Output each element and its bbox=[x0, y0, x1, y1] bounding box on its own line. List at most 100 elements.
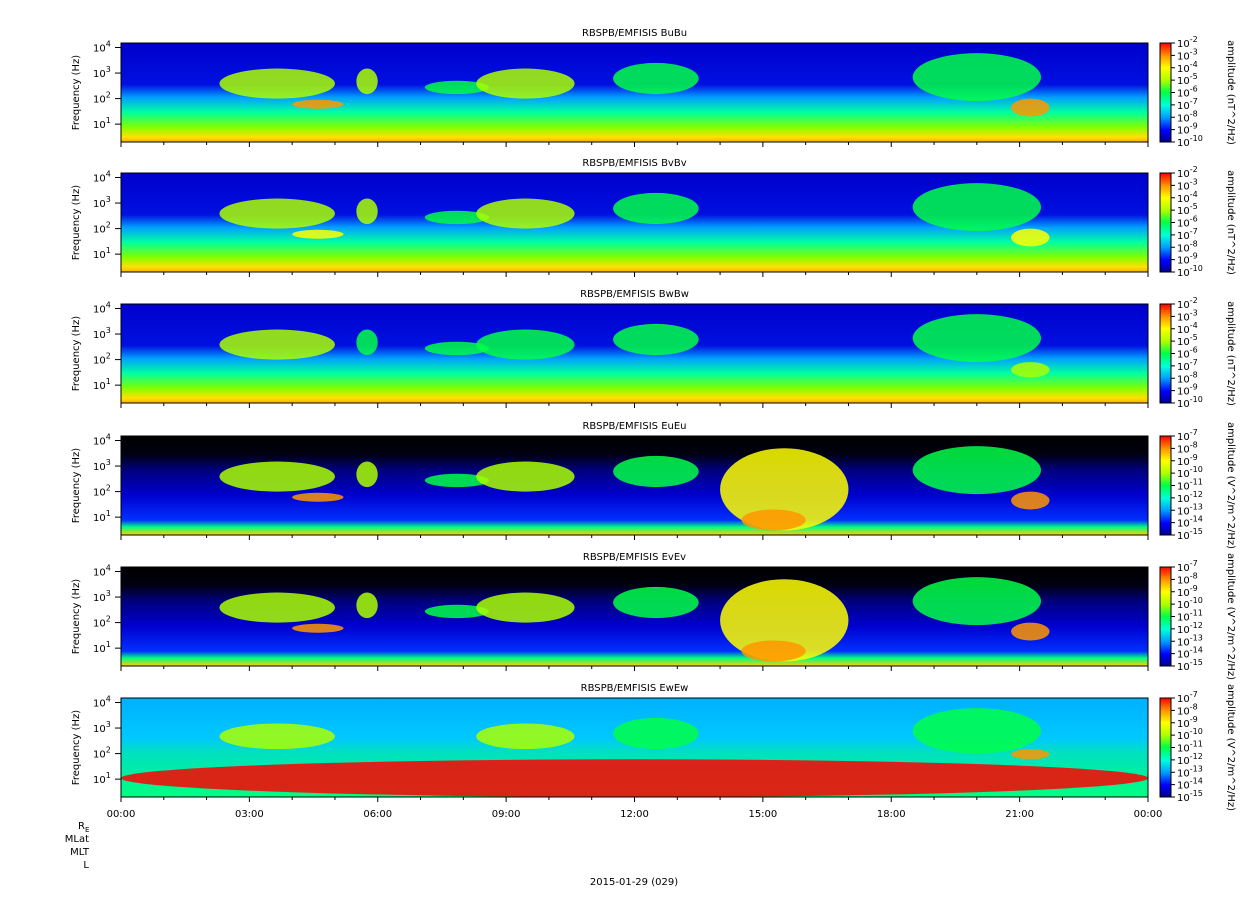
y-tick-label: 101 bbox=[93, 116, 111, 131]
spectral-feature bbox=[912, 183, 1042, 232]
spectral-feature bbox=[476, 329, 575, 360]
spectral-feature bbox=[613, 455, 699, 488]
spectral-feature bbox=[1011, 491, 1050, 510]
panel-title: RBSPB/EMFISIS EwEw bbox=[581, 683, 689, 694]
colorbar bbox=[1159, 566, 1172, 667]
x-tick-label: 12:00 bbox=[620, 809, 649, 820]
y-axis-label: Frequency (Hz) bbox=[71, 185, 82, 261]
spectral-feature bbox=[292, 229, 344, 239]
spectral-feature bbox=[912, 314, 1042, 363]
spectral-feature bbox=[476, 461, 575, 492]
y-tick-label: 101 bbox=[93, 509, 111, 524]
colorbar bbox=[1159, 172, 1172, 273]
y-tick-label: 101 bbox=[93, 640, 111, 655]
colorbar bbox=[1159, 303, 1172, 404]
spectral-feature bbox=[1011, 622, 1050, 641]
y-axis-label: Frequency (Hz) bbox=[71, 579, 82, 655]
spectral-feature bbox=[356, 592, 378, 619]
spectral-feature bbox=[424, 210, 490, 225]
y-tick-label: 102 bbox=[93, 352, 111, 367]
y-tick-label: 104 bbox=[93, 432, 111, 447]
x-tick-label: 09:00 bbox=[492, 809, 521, 820]
spectral-feature bbox=[1011, 362, 1050, 378]
y-tick-label: 103 bbox=[93, 195, 111, 210]
y-axis-label: Frequency (Hz) bbox=[71, 55, 82, 131]
y-axis-label: Frequency (Hz) bbox=[71, 316, 82, 392]
x-tick-label: 21:00 bbox=[1005, 809, 1034, 820]
y-tick-label: 101 bbox=[93, 377, 111, 392]
spectrogram-panel-4: RBSPB/EMFISIS EuEu 101 102 103 104 Frequency … bbox=[71, 421, 1236, 549]
spectral-feature bbox=[741, 640, 806, 662]
y-tick-label: 102 bbox=[93, 484, 111, 499]
spectral-feature bbox=[121, 759, 1148, 798]
y-tick-label: 104 bbox=[93, 300, 111, 315]
y-tick-label: 102 bbox=[93, 746, 111, 761]
spectral-feature bbox=[1011, 98, 1050, 117]
colorbar-label: amplitude (nT^2/Hz) bbox=[1225, 40, 1236, 145]
spectral-feature bbox=[912, 708, 1042, 754]
spectral-feature bbox=[356, 68, 378, 95]
y-tick-label: 102 bbox=[93, 221, 111, 236]
y-tick-label: 103 bbox=[93, 458, 111, 473]
panel-title: RBSPB/EMFISIS BwBw bbox=[580, 289, 689, 300]
y-tick-label: 103 bbox=[93, 589, 111, 604]
ephemeris-l-label: L bbox=[83, 860, 89, 871]
y-tick-label: 102 bbox=[93, 615, 111, 630]
spectral-feature bbox=[424, 473, 490, 488]
y-tick-label: 103 bbox=[93, 65, 111, 80]
ephemeris-mlt-label: MLT bbox=[70, 847, 90, 858]
y-tick-label: 101 bbox=[93, 246, 111, 261]
y-tick-label: 102 bbox=[93, 91, 111, 106]
spectral-feature bbox=[219, 723, 335, 750]
x-axis-labels: 00:00 03:00 06:00 09:00 12:00 15:00 18:00 21:00… bbox=[107, 809, 1163, 820]
x-tick-label: 00:00 bbox=[1134, 809, 1163, 820]
spectral-feature bbox=[292, 492, 344, 502]
panel-title: RBSPB/EMFISIS BuBu bbox=[582, 28, 687, 39]
spectral-feature bbox=[1011, 228, 1050, 247]
spectrogram-panel-6: RBSPB/EMFISIS EwEw 101 102 103 104 Frequency … bbox=[71, 683, 1236, 811]
spectral-feature bbox=[292, 99, 344, 109]
spectral-feature bbox=[424, 341, 490, 356]
y-axis-label: Frequency (Hz) bbox=[71, 710, 82, 786]
spectrogram-panel-1: RBSPB/EMFISIS BuBu 101 102 103 104 Frequency … bbox=[71, 28, 1236, 149]
colorbar-label: amplitude (nT^2/Hz) bbox=[1225, 170, 1236, 275]
colorbar-label: amplitude (nT^2/Hz) bbox=[1225, 301, 1236, 406]
x-tick-label: 15:00 bbox=[748, 809, 777, 820]
x-tick-label: 06:00 bbox=[363, 809, 392, 820]
x-tick-label: 00:00 bbox=[107, 809, 136, 820]
spectral-feature bbox=[741, 509, 806, 531]
spectral-feature bbox=[1011, 749, 1050, 760]
spectral-feature bbox=[613, 717, 699, 750]
y-tick-label: 103 bbox=[93, 720, 111, 735]
spectral-feature bbox=[912, 446, 1042, 495]
spectral-feature bbox=[476, 592, 575, 623]
spectral-feature bbox=[476, 68, 575, 99]
ephemeris-labels: RE MLat MLT L bbox=[65, 821, 90, 871]
colorbar-label: amplitude (V^2/m^2/Hz) bbox=[1225, 684, 1236, 811]
colorbar bbox=[1159, 435, 1172, 536]
spectral-feature bbox=[476, 198, 575, 229]
spectral-feature bbox=[424, 604, 490, 619]
colorbar bbox=[1159, 42, 1172, 143]
spectral-feature bbox=[912, 577, 1042, 626]
spectral-feature bbox=[356, 329, 378, 356]
ephemeris-mlat-label: MLat bbox=[65, 834, 89, 845]
y-tick-label: 104 bbox=[93, 563, 111, 578]
spectral-feature bbox=[219, 461, 335, 492]
x-tick-label: 18:00 bbox=[877, 809, 906, 820]
panel-title: RBSPB/EMFISIS EvEv bbox=[583, 552, 686, 563]
panel-title: RBSPB/EMFISIS BvBv bbox=[582, 158, 686, 169]
y-tick-label: 103 bbox=[93, 326, 111, 341]
spectrogram-panel-5: RBSPB/EMFISIS EvEv 101 102 103 104 Frequency … bbox=[71, 552, 1236, 680]
spectral-feature bbox=[613, 192, 699, 225]
panel-title: RBSPB/EMFISIS EuEu bbox=[582, 421, 686, 432]
colorbar bbox=[1159, 697, 1172, 798]
spectral-feature bbox=[720, 448, 849, 531]
y-axis-label: Frequency (Hz) bbox=[71, 448, 82, 524]
date-label: 2015-01-29 (029) bbox=[590, 877, 678, 888]
spectral-feature bbox=[613, 586, 699, 619]
spectral-feature bbox=[292, 623, 344, 633]
colorbar-label: amplitude (V^2/m^2/Hz) bbox=[1225, 422, 1236, 549]
spectral-feature bbox=[613, 323, 699, 356]
